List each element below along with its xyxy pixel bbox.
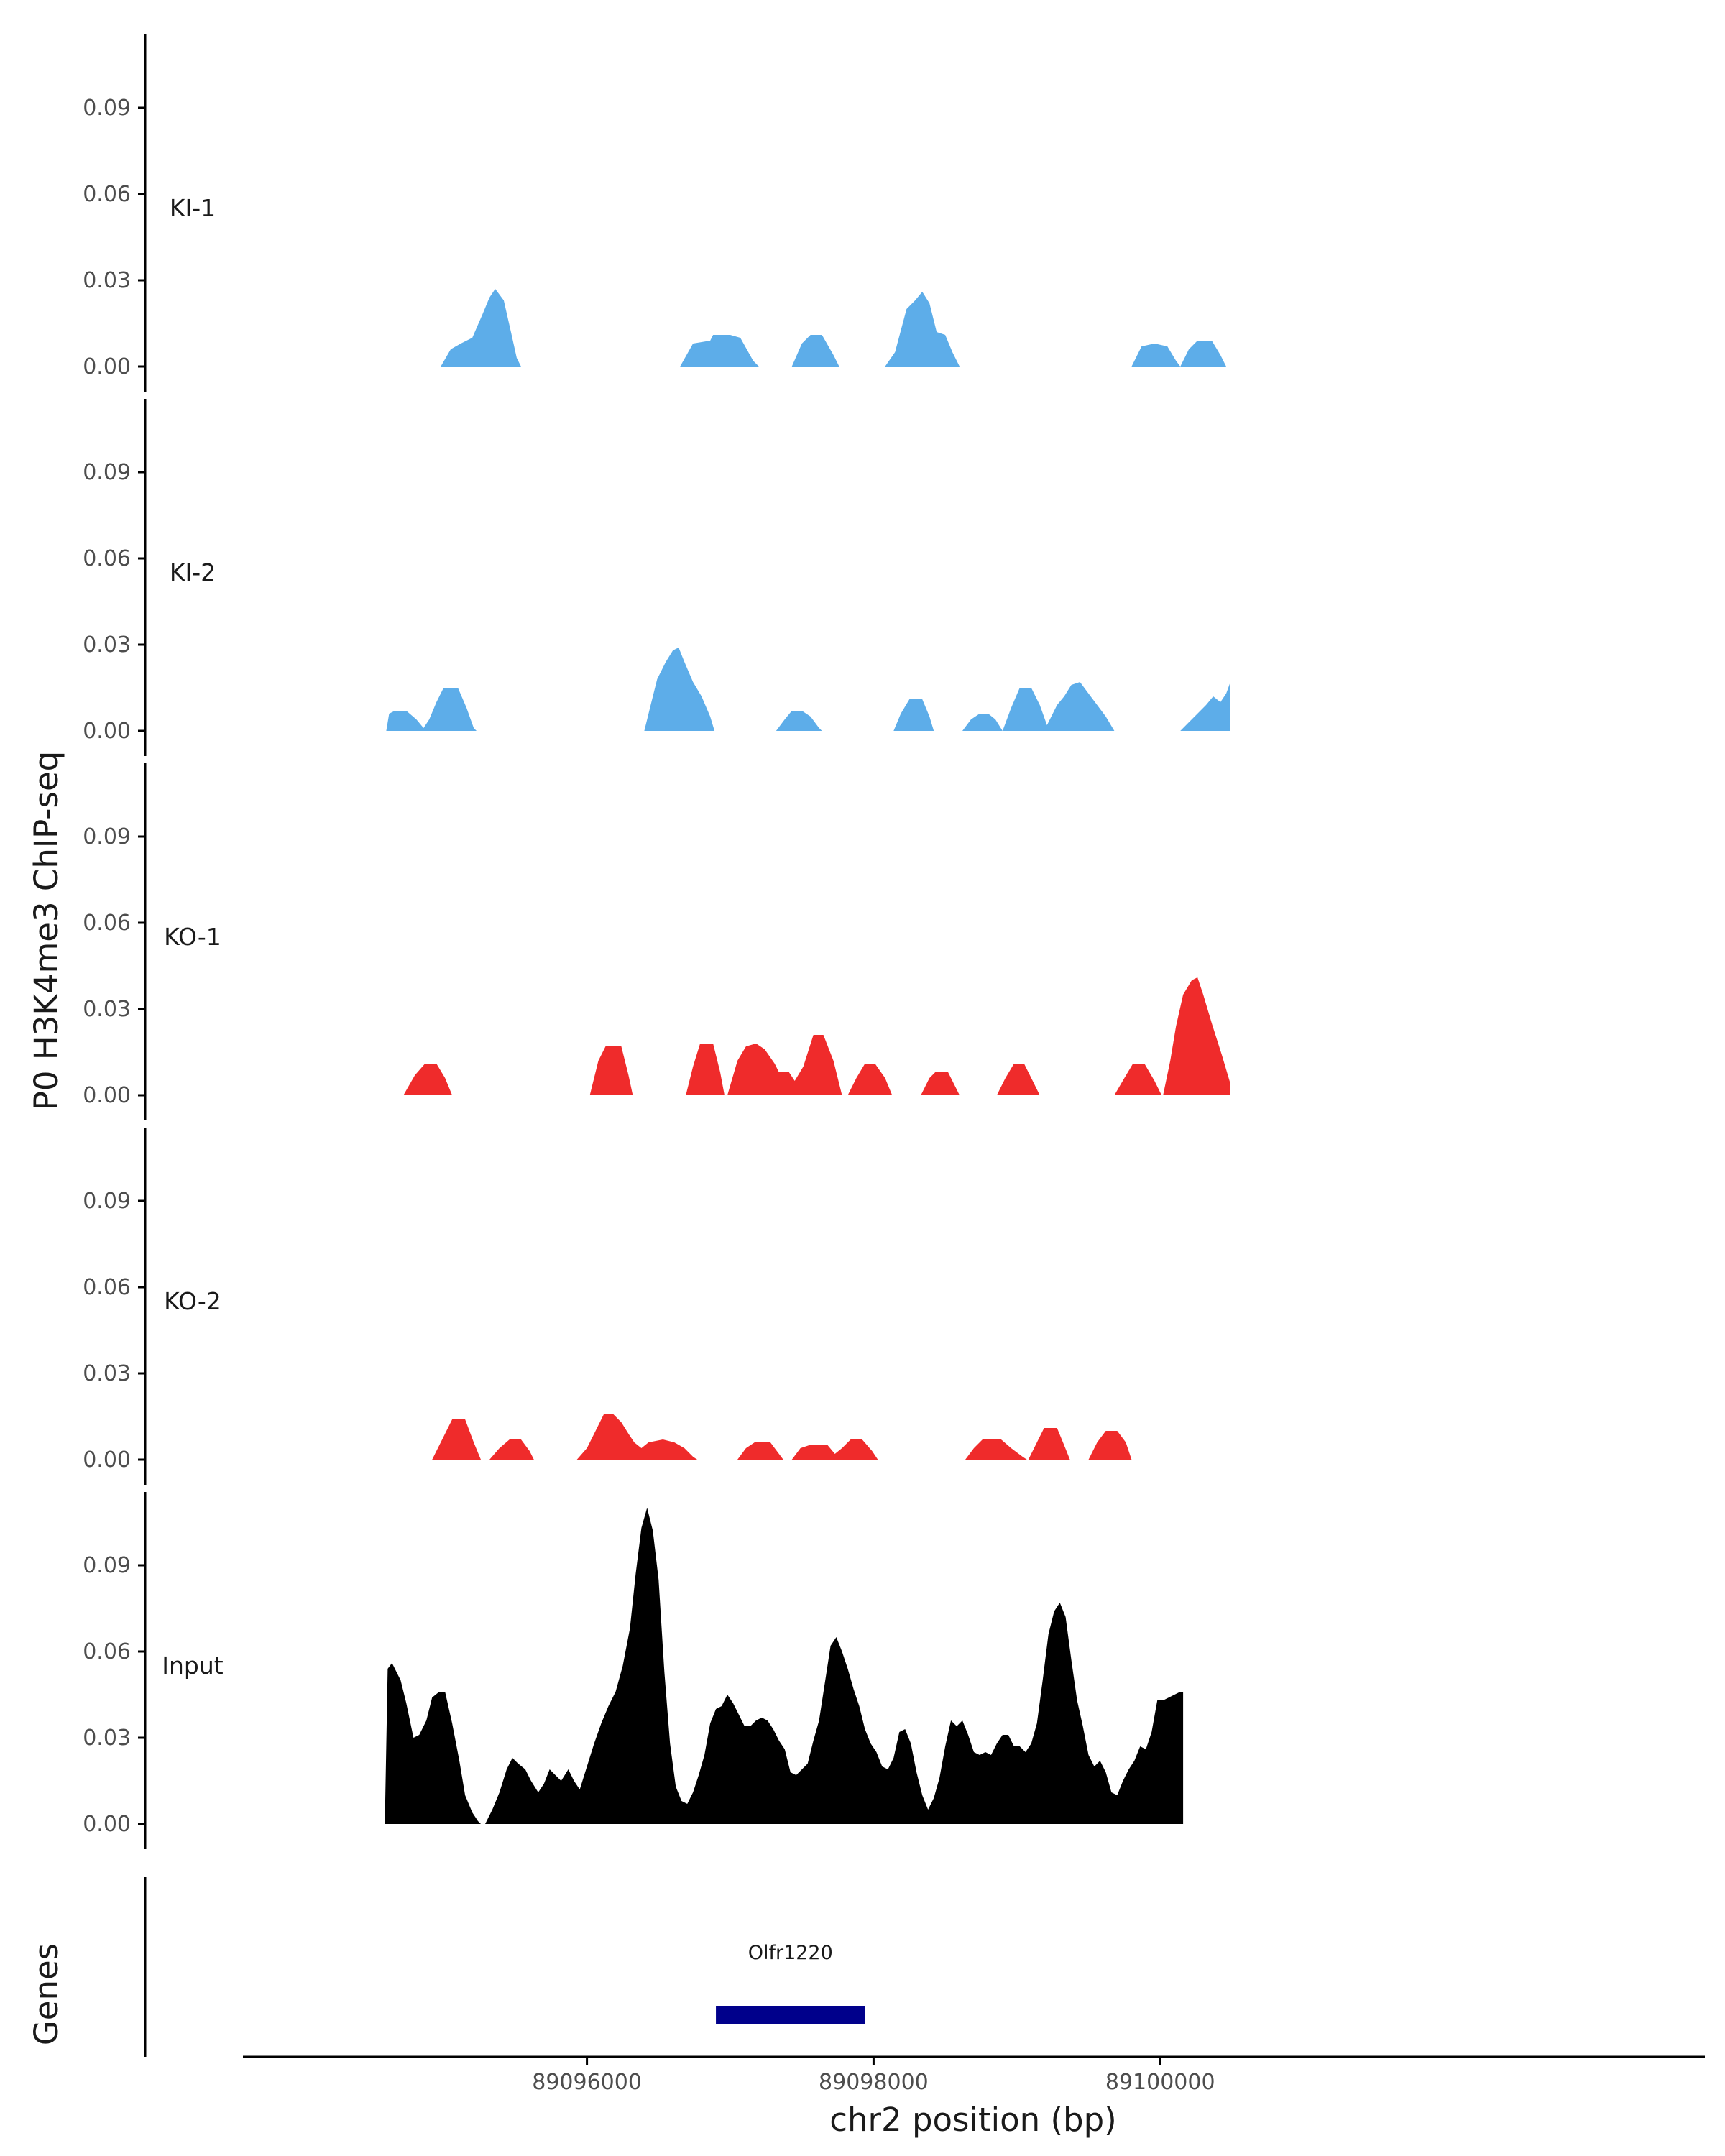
gene-body: [716, 2006, 865, 2024]
signal-peak: [1180, 682, 1230, 731]
y-tick-label: 0.03: [83, 632, 131, 658]
y-tick-label: 0.06: [83, 182, 131, 207]
y-tick-label: 0.09: [83, 1553, 131, 1578]
track-ki-1: 0.00 0.03 0.06 0.09 KI-1: [83, 34, 1226, 392]
track-ko-1: 0.00 0.03 0.06 0.09 KO-1: [83, 763, 1230, 1120]
signal-peak: [680, 335, 759, 367]
signal-peak: [1163, 977, 1230, 1095]
y-tick-label: 0.00: [83, 1447, 131, 1473]
tracks-layer: 0.00 0.03 0.06 0.09 KI-1 0.00 0.03 0.06 0.09 KI-2…: [83, 34, 1230, 1849]
signal-peak: [1114, 1064, 1162, 1095]
y-tick-label: 0.06: [83, 546, 131, 571]
signal-peak: [893, 699, 934, 731]
genes-panel: Olfr1220: [144, 1877, 865, 2057]
y-tick-label: 0.00: [83, 719, 131, 744]
signal-peak: [485, 1508, 1184, 1824]
signal-peak: [686, 1044, 724, 1095]
track-label: KI-1: [170, 194, 216, 222]
y-axis-title: P0 H3K4me3 ChIP-seq: [27, 751, 65, 1110]
signal-peak: [847, 1064, 893, 1095]
y-tick-label: 0.00: [83, 1083, 131, 1108]
y-tick-label: 0.06: [83, 1275, 131, 1300]
signal-peak: [965, 1439, 1027, 1460]
x-tick-label: 89098000: [819, 2070, 929, 2095]
track-ki-2: 0.00 0.03 0.06 0.09 KI-2: [83, 399, 1230, 756]
track-label: KO-1: [164, 923, 221, 951]
y-tick-label: 0.06: [83, 911, 131, 936]
track-ko-2: 0.00 0.03 0.06 0.09 KO-2: [83, 1128, 1132, 1485]
signal-peak: [386, 688, 477, 731]
y-tick-label: 0.09: [83, 96, 131, 121]
signal-peak: [996, 1064, 1040, 1095]
y-tick-label: 0.09: [83, 1189, 131, 1214]
signal-peak: [791, 335, 840, 367]
y-tick-label: 0.00: [83, 354, 131, 379]
y-tick-label: 0.03: [83, 268, 131, 293]
signal-peak: [489, 1439, 534, 1460]
signal-peak: [1131, 344, 1181, 367]
signal-peak: [1028, 1428, 1070, 1460]
x-tick-label: 89100000: [1105, 2070, 1215, 2095]
signal-peak: [1180, 341, 1226, 367]
signal-peak: [921, 1072, 960, 1095]
signal-peak: [885, 292, 960, 367]
signal-peak: [403, 1064, 453, 1095]
signal-peak: [589, 1046, 633, 1095]
y-tick-label: 0.00: [83, 1812, 131, 1837]
genes-axis-title: Genes: [27, 1943, 65, 2045]
y-tick-label: 0.09: [83, 824, 131, 849]
track-label: KO-2: [164, 1287, 221, 1315]
signal-peak: [432, 1419, 481, 1460]
signal-peak: [644, 648, 715, 731]
signal-peak: [576, 1414, 698, 1460]
gene-label: Olfr1220: [748, 1942, 833, 1964]
x-axis-title: chr2 position (bp): [829, 2101, 1117, 2139]
y-tick-label: 0.09: [83, 460, 131, 485]
x-tick-label: 89096000: [532, 2070, 642, 2095]
signal-peak: [441, 289, 521, 367]
signal-peak: [737, 1442, 783, 1460]
y-tick-label: 0.03: [83, 1726, 131, 1751]
track-label: KI-2: [170, 558, 216, 586]
y-tick-label: 0.03: [83, 997, 131, 1022]
signal-peak: [385, 1663, 481, 1824]
signal-peak: [962, 714, 1003, 731]
y-tick-label: 0.06: [83, 1639, 131, 1664]
signal-peak: [791, 1439, 878, 1460]
y-tick-label: 0.03: [83, 1361, 131, 1386]
signal-peak: [776, 711, 822, 731]
track-label: Input: [162, 1651, 224, 1680]
signal-peak: [1002, 682, 1115, 731]
signal-peak: [727, 1035, 842, 1095]
x-axis: 89096000 89098000 89100000: [243, 2055, 1705, 2095]
signal-peak: [1088, 1431, 1132, 1460]
track-input: 0.00 0.03 0.06 0.09 Input: [83, 1492, 1184, 1849]
